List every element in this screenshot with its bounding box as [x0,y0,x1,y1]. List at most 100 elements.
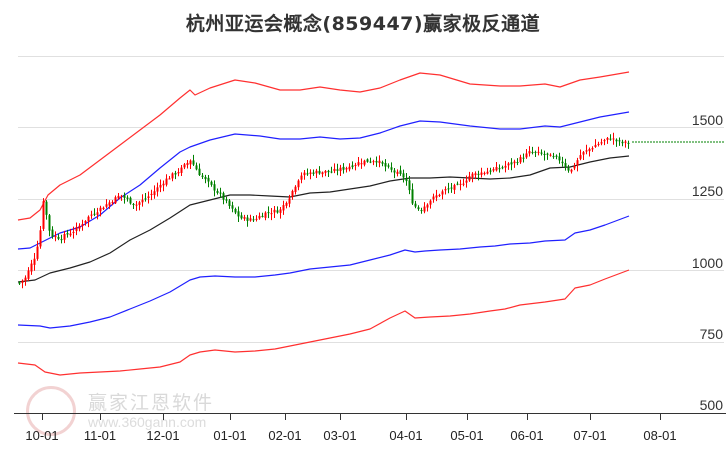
candle [180,164,183,176]
candle-body [300,175,303,180]
y-tick-label: 1500 [691,112,723,128]
candle-body [156,187,159,192]
candle-body [279,209,282,213]
candle-body [474,173,477,176]
candle [231,201,234,213]
candle [492,167,495,173]
candle [48,213,51,237]
candle [99,205,102,217]
candle-body [507,163,510,166]
candle-body [306,173,309,175]
candle [57,233,60,241]
candle-body [513,161,516,164]
x-tick-label: 06-01 [510,428,544,443]
candle-body [159,184,162,188]
candle [588,147,591,157]
candle-body [147,196,150,198]
candle [441,189,444,200]
candle [594,139,597,148]
candle [225,196,228,204]
candle [129,196,132,205]
candle [420,207,423,214]
x-tick-label: 04-01 [389,428,423,443]
candle [510,158,513,171]
candle [117,192,120,200]
channel-bands [17,71,724,376]
candle-body [285,202,288,206]
candle [447,182,450,194]
candle [342,163,345,174]
candle-body [114,197,117,204]
candle-body [102,207,105,210]
candle [372,159,375,166]
candle-body [366,159,369,162]
x-tick-label: 12-01 [146,428,180,443]
upper-inner-band [17,111,630,250]
candle-body [603,140,606,142]
candle-body [615,139,618,142]
candle [423,202,426,214]
candle-body [135,204,138,206]
candle-body [267,212,270,214]
candle-body [105,204,108,207]
candle [432,193,435,203]
candle [345,166,348,173]
candle-body [264,212,267,218]
candle [531,146,534,155]
candle [516,158,519,166]
candle [435,189,438,202]
candle-body [69,233,72,236]
candle-body [387,165,390,167]
candle [216,188,219,195]
candle [417,205,420,211]
y-tick-label: 1250 [691,183,723,199]
candle [453,183,456,194]
candle-body [489,170,492,172]
watermark-url: www.360gann.com [88,414,207,430]
candle [81,219,84,231]
candle [480,167,483,178]
candle-body [240,215,243,219]
candle-body [153,191,156,196]
candle-body [612,138,615,140]
candle [351,161,354,170]
candle [234,207,237,215]
candle [486,167,489,175]
candle-body [201,175,204,177]
x-tick-label: 02-01 [268,428,302,443]
candle-body [237,211,240,217]
candle-body [294,186,297,192]
candle-body [48,215,51,231]
candle [552,152,555,159]
candle-body [519,157,522,163]
candle [525,149,528,159]
candle [543,150,546,161]
candle-body [534,151,537,153]
candle-body [549,154,552,156]
candle-body [81,224,84,227]
candle [426,203,429,212]
candle-body [213,184,216,191]
y-tick-label: 500 [699,397,723,413]
candle [144,193,147,202]
candle-body [543,153,546,155]
candle-body [333,168,336,172]
candle-body [228,200,231,206]
candle-body [165,178,168,185]
candle [102,206,105,211]
candle-body [219,192,222,194]
x-tick-label: 01-01 [213,428,247,443]
candle-body [30,263,33,272]
candle [24,275,27,286]
candle-body [108,202,111,206]
candle [54,231,57,242]
candle-body [399,170,402,174]
candle [114,195,117,205]
candle [150,189,153,201]
candle-body [261,215,264,217]
candle-body [351,165,354,168]
candle [474,171,477,180]
candle-body [546,153,549,155]
candle [504,160,507,173]
candle [270,207,273,221]
